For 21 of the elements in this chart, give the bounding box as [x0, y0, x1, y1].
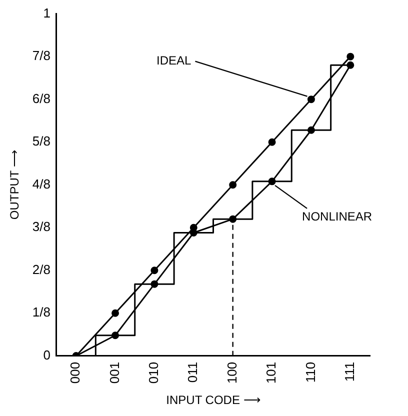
- y-tick-label: 1: [43, 5, 50, 20]
- y-tick-label: 1/8: [32, 304, 50, 320]
- x-axis-title: INPUT CODE ⟶: [166, 393, 260, 408]
- y-tick-label: 3/8: [32, 219, 50, 234]
- y-tick-label: 0: [43, 347, 50, 362]
- y-axis-title: OUTPUT ⟶: [8, 150, 22, 220]
- x-tick-label: 100: [224, 362, 240, 384]
- y-tick-label: 4/8: [32, 176, 50, 192]
- x-tick-label: 000: [68, 362, 83, 384]
- y-tick-label: 2/8: [32, 262, 50, 277]
- y-tick-label: 6/8: [32, 90, 50, 106]
- x-tick-label: 010: [146, 362, 162, 384]
- x-tick-label: 101: [264, 362, 279, 384]
- x-tick-label: 110: [302, 362, 318, 383]
- x-tick-label: 011: [185, 362, 200, 383]
- annotation: NONLINEAR: [302, 210, 372, 224]
- y-tick-label: 7/8: [32, 48, 50, 64]
- x-tick-label: 001: [106, 362, 122, 384]
- annotation: IDEAL: [156, 54, 192, 68]
- y-tick-label: 5/8: [32, 134, 50, 149]
- x-tick-label: 111: [342, 362, 357, 382]
